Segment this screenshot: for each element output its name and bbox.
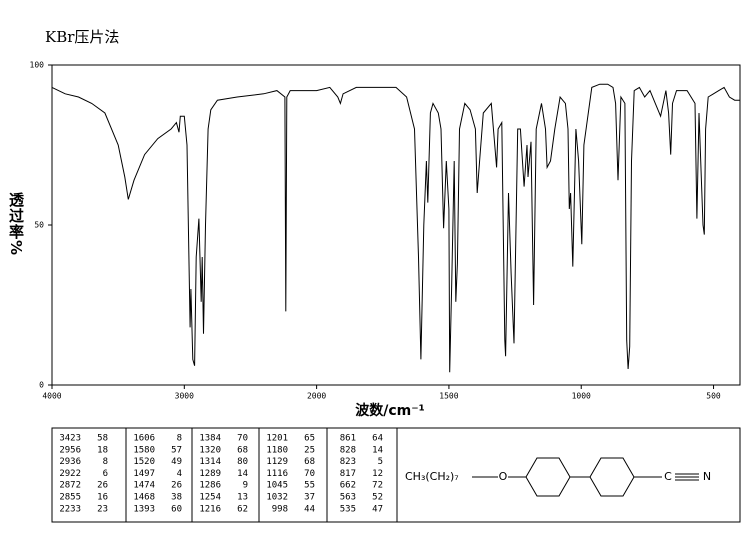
- carbon-label: C: [664, 470, 672, 483]
- peak-wavenumber: 2922: [59, 469, 81, 479]
- peak-transmittance: 9: [243, 481, 248, 491]
- y-axis-label: 透过率%: [7, 192, 25, 257]
- peak-wavenumber: 1384: [199, 434, 221, 444]
- peak-wavenumber: 1289: [199, 469, 221, 479]
- peak-transmittance: 57: [171, 445, 182, 455]
- peak-transmittance: 64: [372, 434, 383, 444]
- peak-wavenumber: 1286: [199, 481, 221, 491]
- peak-wavenumber: 535: [340, 504, 356, 514]
- peak-wavenumber: 3423: [59, 434, 81, 444]
- peak-wavenumber: 1180: [266, 445, 288, 455]
- peak-transmittance: 26: [171, 481, 182, 491]
- peak-wavenumber: 817: [340, 469, 356, 479]
- peak-wavenumber: 1045: [266, 481, 288, 491]
- peak-transmittance: 49: [171, 457, 182, 467]
- peak-transmittance: 6: [103, 469, 108, 479]
- chain-label: CH₃(CH₂)₇: [405, 470, 459, 483]
- peak-transmittance: 55: [304, 481, 315, 491]
- peak-wavenumber: 1474: [133, 481, 155, 491]
- peak-wavenumber: 2855: [59, 493, 81, 503]
- x-tick-label: 500: [706, 392, 721, 401]
- peak-transmittance: 4: [177, 469, 182, 479]
- peak-wavenumber: 1606: [133, 434, 155, 444]
- x-tick-label: 3000: [175, 392, 194, 401]
- y-tick-label: 0: [39, 381, 44, 390]
- table-frame: [51, 427, 741, 523]
- peak-wavenumber: 2956: [59, 445, 81, 455]
- oxygen-label: O: [499, 470, 508, 483]
- peak-transmittance: 38: [171, 493, 182, 503]
- peak-transmittance: 44: [304, 504, 315, 514]
- peak-wavenumber: 1216: [199, 504, 221, 514]
- peak-transmittance: 37: [304, 493, 315, 503]
- peak-wavenumber: 828: [340, 445, 356, 455]
- x-tick-label: 1500: [439, 392, 458, 401]
- peak-transmittance: 8: [177, 434, 182, 444]
- peak-transmittance: 26: [97, 481, 108, 491]
- chart-title: KBr压片法: [45, 28, 119, 46]
- y-tick-label: 50: [34, 221, 44, 230]
- peak-wavenumber: 861: [340, 434, 356, 444]
- peak-transmittance: 65: [304, 434, 315, 444]
- peak-wavenumber: 662: [340, 481, 356, 491]
- x-axis-label: 波数/cm⁻¹: [355, 402, 425, 419]
- peak-wavenumber: 823: [340, 457, 356, 467]
- peak-transmittance: 13: [237, 493, 248, 503]
- peak-transmittance: 62: [237, 504, 248, 514]
- peak-transmittance: 80: [237, 457, 248, 467]
- peak-transmittance: 70: [304, 469, 315, 479]
- peak-wavenumber: 1580: [133, 445, 155, 455]
- peak-wavenumber: 1393: [133, 504, 155, 514]
- peak-wavenumber: 1254: [199, 493, 221, 503]
- peak-wavenumber: 563: [340, 493, 356, 503]
- peak-transmittance: 72: [372, 481, 383, 491]
- peak-wavenumber: 1497: [133, 469, 155, 479]
- peak-wavenumber: 1129: [266, 457, 288, 467]
- peak-transmittance: 68: [304, 457, 315, 467]
- peak-wavenumber: 1032: [266, 493, 288, 503]
- nitrogen-label: N: [703, 470, 711, 483]
- peak-wavenumber: 1201: [266, 434, 288, 444]
- peak-transmittance: 60: [171, 504, 182, 514]
- peak-transmittance: 47: [372, 504, 383, 514]
- peak-wavenumber: 1116: [266, 469, 288, 479]
- peak-transmittance: 23: [97, 504, 108, 514]
- peak-transmittance: 70: [237, 434, 248, 444]
- peak-wavenumber: 1320: [199, 445, 221, 455]
- structure: CH₃(CH₂)₇ O C N: [405, 457, 711, 497]
- peak-wavenumber: 1520: [133, 457, 155, 467]
- peak-transmittance: 18: [97, 445, 108, 455]
- x-tick-label: 1000: [572, 392, 591, 401]
- peak-wavenumber: 1468: [133, 493, 155, 503]
- peak-transmittance: 52: [372, 493, 383, 503]
- peak-transmittance: 14: [237, 469, 248, 479]
- table-dividers: [125, 428, 398, 522]
- peak-wavenumber: 2233: [59, 504, 81, 514]
- peak-transmittance: 58: [97, 434, 108, 444]
- peak-transmittance: 14: [372, 445, 383, 455]
- peak-wavenumber: 1314: [199, 457, 221, 467]
- x-tick-label: 2000: [307, 392, 326, 401]
- peak-transmittance: 12: [372, 469, 383, 479]
- peak-transmittance: 8: [103, 457, 108, 467]
- spectrum-line: [51, 83, 740, 373]
- peak-transmittance: 68: [237, 445, 248, 455]
- plot-frame: [51, 64, 741, 386]
- peak-wavenumber: 2936: [59, 457, 81, 467]
- peak-transmittance: 25: [304, 445, 315, 455]
- x-tick-label: 4000: [42, 392, 61, 401]
- y-tick-label: 100: [30, 61, 45, 70]
- peak-transmittance: 16: [97, 493, 108, 503]
- peak-transmittance: 5: [378, 457, 383, 467]
- peak-wavenumber: 998: [272, 504, 288, 514]
- peak-wavenumber: 2872: [59, 481, 81, 491]
